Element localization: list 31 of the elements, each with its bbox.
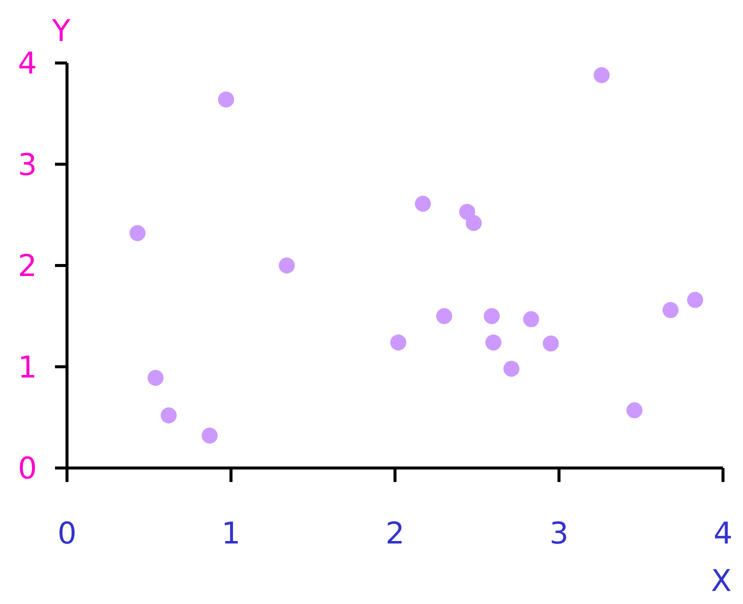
point	[662, 302, 679, 318]
x-tick-label: 1	[221, 516, 241, 552]
x-tick-label: 0	[57, 516, 77, 552]
point	[485, 334, 502, 350]
y-axis-title: Y	[52, 14, 70, 49]
point	[148, 370, 164, 386]
y-tick-label: 3	[18, 148, 37, 183]
point	[542, 335, 559, 352]
point	[466, 214, 482, 231]
x-tick-label: 4	[713, 516, 733, 552]
point	[503, 360, 520, 377]
x-tick-label: 2	[385, 516, 405, 552]
point	[390, 334, 406, 350]
point	[436, 308, 452, 324]
point	[218, 91, 234, 108]
point	[626, 402, 642, 418]
y-tick-label: 4	[18, 46, 37, 82]
x-tick-label: 3	[549, 516, 569, 552]
point	[278, 258, 295, 274]
y-tick-label: 2	[18, 249, 37, 284]
point	[594, 67, 610, 84]
point	[687, 292, 704, 308]
x-axis-title: X	[711, 564, 732, 599]
point	[523, 311, 540, 328]
point	[130, 225, 146, 242]
point	[160, 407, 177, 424]
point	[202, 428, 218, 444]
y-tick-label: 0	[18, 452, 37, 487]
point	[414, 196, 431, 212]
point	[484, 308, 500, 324]
y-tick-label: 1	[18, 350, 37, 386]
